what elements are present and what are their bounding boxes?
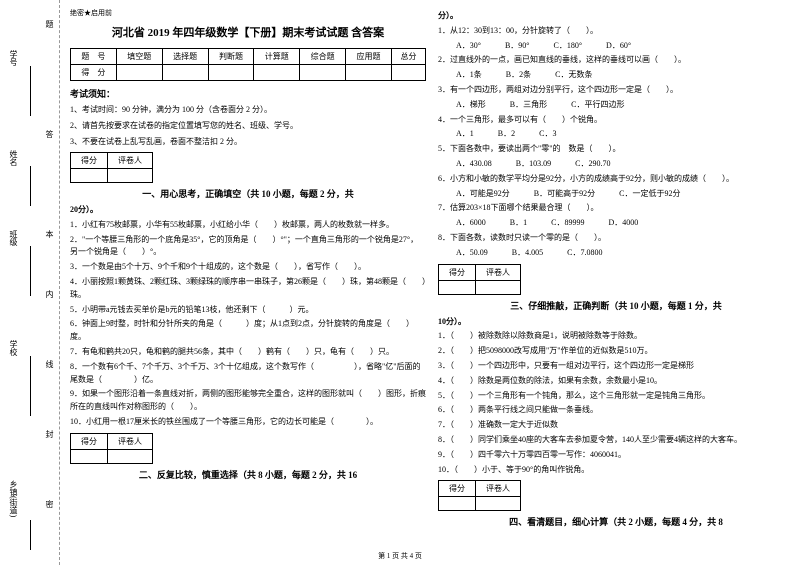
binding-gutter: 学号 姓名 班级 学校 乡镇(街道) 题 答 本 内 线 封 密 [0, 0, 60, 565]
exam-title: 河北省 2019 年四年级数学【下册】期末考试试题 含答案 [70, 24, 426, 40]
marker-table: 得分评卷人 [70, 152, 153, 183]
label-class: 班级 [8, 230, 19, 246]
score-table: 题 号 填空题 选择题 判断题 计算题 综合题 应用题 总分 得 分 [70, 48, 426, 81]
q3-6: 6．（ ）两条平行线之间只能做一条垂线。 [438, 404, 794, 417]
q2-4: 4．一个三角形，最多可以有（ ）个锐角。 [438, 114, 794, 127]
q3-2: 2．（ ）把5098000改写成用"万"作单位的近似数是510万。 [438, 345, 794, 358]
label-name: 姓名 [8, 150, 19, 166]
q1-6: 6．钟面上9时整，时针和分针所夹的角是（ ）度；从1点到2点，分针旋转的角度是（… [70, 318, 426, 344]
section3-heading: 三、仔细推敲，正确判断（共 10 小题，每题 1 分，共 [438, 299, 794, 312]
q2-3: 3．有一个四边形，两组对边分别平行，这个四边形一定是（ ）。 [438, 84, 794, 97]
q3-4: 4．（ ）除数是两位数的除法，如果有余数，余数最小是10。 [438, 375, 794, 388]
q1-9: 9．如果一个图形沿着一条直线对折，两侧的图形能够完全重合，这样的图形就叫（ ）图… [70, 388, 426, 414]
q2-5: 5．下面各数中，要读出两个"零"的 数是（ ）。 [438, 143, 794, 156]
q1-2: 2．"一个等腰三角形的一个底角是35°，它的顶角是（ ）°"；一个直角三角形的一… [70, 234, 426, 260]
q1-3: 3．一个数是由5个十万、9个千和9个十组成的，这个数是（ ），省写作（ ）。 [70, 261, 426, 274]
q3-1: 1．（ ）被除数除以除数商是1，说明被除数等于除数。 [438, 330, 794, 343]
q3-8: 8．（ ）同学们乘坐40座的大客车去参加夏令营，140人至少需要4辆这样的大客车… [438, 434, 794, 447]
secret-tag: 绝密★启用前 [70, 8, 426, 18]
q2-6: 6．小方和小敏的数学平均分是92分，小方的成绩高于92分，则小敏的成绩（ ）。 [438, 173, 794, 186]
notice-heading: 考试须知： [70, 87, 426, 100]
q2-7: 7．估算203×18下面哪个结果最合理（ ）。 [438, 202, 794, 215]
label-town: 乡镇(街道) [8, 480, 19, 517]
q3-7: 7．（ ）准确数一定大于近似数 [438, 419, 794, 432]
section4-heading: 四、看清题目，细心计算（共 2 小题，每题 4 分，共 8 [438, 515, 794, 528]
q2-2: 2．过直线外的一点，画已知直线的垂线，这样的垂线可以画（ ）。 [438, 54, 794, 67]
marker-table-2: 得分评卷人 [70, 433, 153, 464]
q1-10: 10．小红用一根17厘米长的铁丝围成了一个等腰三角形，它的边长可能是（ ）。 [70, 416, 426, 429]
q3-3: 3．（ ）一个四边形中，只要有一组对边平行，这个四边形一定是梯形 [438, 360, 794, 373]
marker-table-4: 得分评卷人 [438, 480, 521, 511]
column-right: 分）。 1．从12：30到13：00，分针旋转了（ ）。 A．30° B．90°… [438, 8, 794, 561]
column-left: 绝密★启用前 河北省 2019 年四年级数学【下册】期末考试试题 含答案 题 号… [70, 8, 426, 561]
q3-5: 5．（ ）一个三角形有一个钝角，那么，这个三角形就一定是钝角三角形。 [438, 390, 794, 403]
q1-7: 7．有龟和鹤共20只，龟和鹤的腿共56条，其中（ ）鹤有（ ）只，龟有（ ）只。 [70, 346, 426, 359]
q2-1: 1．从12：30到13：00，分针旋转了（ ）。 [438, 25, 794, 38]
marker-table-3: 得分评卷人 [438, 264, 521, 295]
q1-5: 5．小明带a元钱去买单价是b元的铅笔13枝，他还剩下（ ）元。 [70, 304, 426, 317]
q3-9: 9．（ ）四千零六十万零四百零一写作：4060041。 [438, 449, 794, 462]
section2-heading: 二、反复比较，慎重选择（共 8 小题，每题 2 分，共 16 [70, 468, 426, 481]
label-school: 学校 [8, 340, 19, 356]
q1-1: 1．小红有75枚邮票，小华有55枚邮票，小红给小华（ ）枚邮票，两人的枚数就一样… [70, 219, 426, 232]
q1-8: 8．一个数有6个千、7个千万、3个千万、3个十亿组成，这个数写作（ ），省略"亿… [70, 361, 426, 387]
page-footer: 第 1 页 共 4 页 [0, 551, 800, 561]
q1-4: 4．小丽按照1颗黄珠、2颗红珠、3颗绿珠的顺序串一串珠子，第26颗是（ ）珠，第… [70, 276, 426, 302]
q2-8: 8．下面各数，读数时只读一个零的是（ ）。 [438, 232, 794, 245]
label-id: 学号 [8, 50, 19, 66]
section1-heading: 一、用心思考，正确填空（共 10 小题，每题 2 分，共 [70, 187, 426, 200]
q3-10: 10．（ ）小于、等于90°的角叫作锐角。 [438, 464, 794, 477]
